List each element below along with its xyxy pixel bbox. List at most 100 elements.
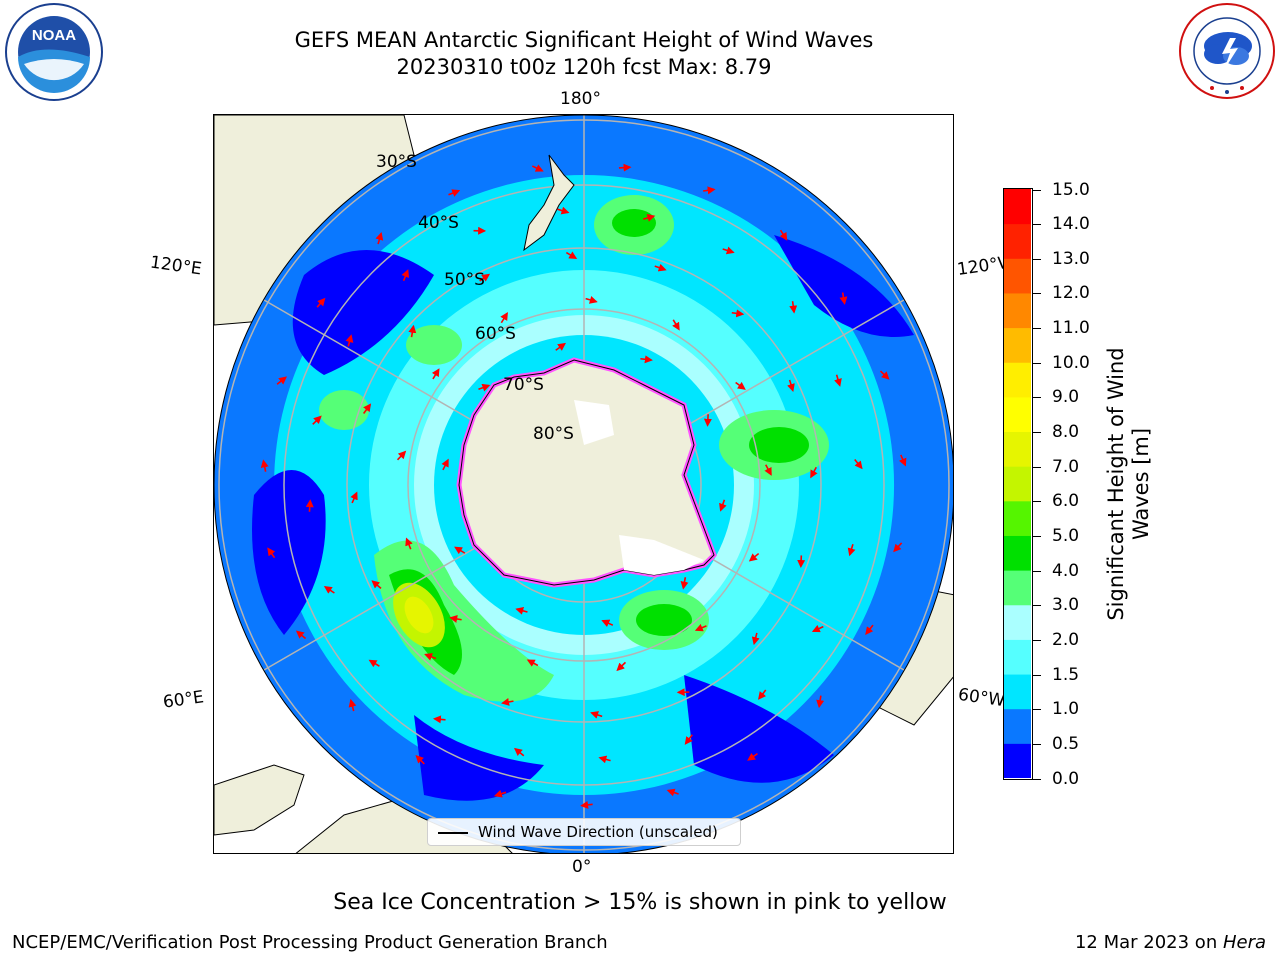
wave-direction-arrow [323,586,335,594]
wave-direction-arrow [448,189,461,197]
wave-direction-arrow [680,577,689,590]
colorbar-tick-label: 5.0 [1052,525,1080,546]
wave-direction-arrow [703,186,716,195]
wave-direction-arrow [585,296,598,304]
wave-direction-arrow [555,342,566,351]
wave-direction-arrow [500,312,508,324]
footer-date-text: 12 Mar 2023 on [1074,932,1223,953]
colorbar-tick-label: 6.0 [1052,491,1080,512]
wave-direction-arrow [513,747,525,757]
colorbar-tick-label: 1.5 [1052,664,1080,685]
wave-direction-arrow [401,269,410,282]
colorbar-tick-label: 0.0 [1052,768,1080,789]
lat-label-30s: 30°S [376,152,417,172]
colorbar-tick [1033,501,1041,503]
colorbar-tick [1033,397,1041,399]
wave-direction-arrow [694,623,707,632]
wave-direction-arrow [748,552,760,562]
colorbar-swatch [1004,327,1031,363]
map-legend: Wind Wave Direction (unscaled) [427,818,741,846]
colorbar-tick [1033,466,1041,468]
colorbar-tick-label: 4.0 [1052,560,1080,581]
colorbar-tick-label: 9.0 [1052,387,1080,408]
colorbar-swatch [1004,570,1031,606]
wave-direction-arrow [751,632,760,646]
wave-direction-arrow [719,499,727,512]
colorbar-swatch [1004,743,1031,778]
wave-direction-arrow [408,324,417,338]
wave-direction-arrow [312,415,322,425]
noaa-logo-text: NOAA [32,27,76,44]
colorbar-tick [1033,224,1041,226]
wave-direction-arrow [747,752,758,761]
chart-title: GEFS MEAN Antarctic Significant Height o… [294,28,874,52]
wave-direction-arrow [345,334,354,347]
wave-direction-arrow [565,251,578,260]
wave-direction-arrow [731,309,745,318]
colorbar-tick [1033,570,1041,572]
wave-direction-arrow [580,800,593,809]
lon-label-60w: 60°W [956,684,1007,712]
colorbar-tick-label: 3.0 [1052,595,1080,616]
lon-label-60e: 60°E [161,687,206,713]
colorbar [1003,188,1033,780]
noaa-logo: NOAA [4,2,104,102]
wave-direction-arrow [722,246,735,255]
wave-direction-arrow [348,698,357,712]
wave-direction-arrow [618,163,632,172]
wave-height-map [214,115,953,853]
wave-direction-arrow [396,450,407,461]
colorbar-title-line1: Significant Height of Wind [1104,347,1128,621]
colorbar-tick [1033,189,1041,191]
wave-direction-arrow [764,464,772,476]
wave-direction-arrow [779,229,788,241]
lon-label-0: 0° [572,857,592,877]
colorbar-tick-label: 15.0 [1052,179,1090,200]
wave-direction-arrow [590,711,603,719]
colorbar-tick [1033,605,1041,607]
colorbar-swatch [1004,223,1031,259]
colorbar-tick [1033,639,1041,641]
wave-direction-arrow [787,379,795,392]
wave-direction-arrow [305,499,314,512]
wave-direction-arrow [666,788,679,797]
colorbar-swatch [1004,639,1031,675]
wave-direction-arrow [640,355,653,364]
wave-direction-arrow [865,624,874,635]
footer-credit: NCEP/EMC/Verification Post Processing Pr… [12,932,608,953]
wave-direction-arrow [350,491,358,504]
lat-label-70s: 70°S [503,375,544,395]
wave-direction-arrow [362,403,372,414]
wave-direction-arrow [267,547,276,559]
wave-direction-arrow [601,619,614,627]
wave-direction-arrow [415,754,425,765]
lat-label-80s: 80°S [533,424,574,444]
colorbar-swatch [1004,431,1031,467]
colorbar-tick [1033,258,1041,260]
lon-label-180: 180° [560,89,601,109]
wave-direction-arrow [735,381,746,390]
colorbar-tick [1033,674,1041,676]
wave-direction-arrow [811,624,824,633]
wave-direction-arrow [441,458,449,471]
legend-line [438,832,468,834]
colorbar-swatch [1004,362,1031,398]
colorbar-tick-label: 10.0 [1052,352,1090,373]
colorbar-tick [1033,293,1041,295]
colorbar-tick [1033,535,1041,537]
wave-direction-arrow [684,734,693,745]
wave-direction-arrow [789,301,798,314]
wave-direction-arrow [758,689,767,700]
wave-direction-arrow [531,164,544,172]
colorbar-tick [1033,743,1041,745]
wave-direction-arrow [672,319,680,331]
nws-logo [1178,2,1276,100]
wave-direction-arrow [276,376,288,385]
colorbar-swatch [1004,604,1031,640]
colorbar-title-line2: Waves [m] [1129,427,1153,541]
colorbar-swatch [1004,292,1031,329]
colorbar-tick-label: 1.0 [1052,699,1080,720]
footer-host: Hera [1222,932,1266,953]
footer-date: 12 Mar 2023 on Hera [1075,932,1266,953]
colorbar-swatch [1004,258,1031,294]
